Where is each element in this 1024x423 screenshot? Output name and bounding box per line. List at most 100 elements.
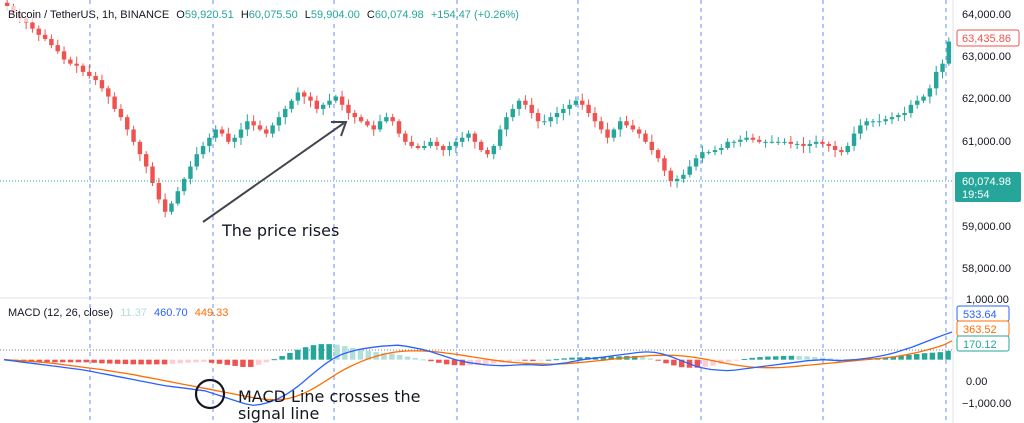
cross-circle-icon: [194, 378, 226, 410]
candle-down: [4, 2, 10, 7]
top-price-marker: [956, 29, 1020, 47]
histogram-bar-negative: [216, 359, 223, 364]
candle-up: [207, 137, 212, 146]
candle-down: [74, 63, 79, 66]
macd-line[interactable]: [3, 331, 953, 407]
low-label: L: [305, 9, 311, 21]
histogram-bar-negative: [224, 359, 231, 365]
price-rise-annotation[interactable]: The price rises: [202, 121, 348, 240]
price-tick: 62,000.00: [962, 93, 1011, 105]
histogram-bar-positive: [569, 357, 575, 360]
histogram-bar-negative: [193, 359, 199, 363]
histogram-bar-negative: [91, 359, 97, 363]
candle-up: [883, 119, 888, 122]
histogram-bar-positive: [420, 359, 426, 361]
candle-down: [118, 108, 124, 118]
candle-up: [731, 141, 737, 143]
candle-down: [264, 129, 269, 134]
arrow-annotation-text: The price rises: [221, 221, 339, 240]
symbol-legend[interactable]: Bitcoin / TetherUS, 1h, BINANCE O59,920.…: [4, 6, 519, 22]
histogram-bar-negative: [459, 359, 466, 366]
candle-up: [447, 145, 452, 151]
histogram-bar-negative: [232, 359, 238, 366]
histogram-bar-negative: [475, 359, 481, 365]
candle-up: [567, 104, 572, 109]
candle-up: [245, 121, 250, 130]
macd-tick: 1,000.00: [966, 294, 1009, 306]
candle-down: [99, 80, 105, 89]
candle-up: [200, 145, 206, 155]
histogram-bar-negative: [107, 359, 113, 364]
candle-up: [422, 145, 427, 148]
histogram-bar-negative: [99, 359, 105, 364]
candle-down: [68, 59, 73, 64]
histogram-bar-negative: [177, 359, 184, 364]
price-tick: 63,000.00: [962, 51, 1011, 63]
histogram-bar-negative: [44, 359, 50, 363]
histogram-bar-negative: [263, 359, 270, 363]
candle-up: [681, 174, 686, 179]
histogram-bar-negative: [671, 359, 677, 366]
candle-up: [232, 137, 237, 142]
candle-down: [346, 104, 351, 114]
macd-tick: 0.00: [966, 376, 987, 388]
histogram-bar-negative: [130, 359, 137, 365]
candle-up: [542, 121, 547, 123]
signal-line[interactable]: [3, 340, 953, 401]
histogram-bar-negative: [122, 359, 129, 365]
price-tick: 61,000.00: [962, 136, 1011, 148]
trend-arrow-line: [202, 122, 345, 223]
candle-up: [858, 125, 863, 134]
candlestick-series[interactable]: [4, 0, 952, 218]
candle-up: [719, 148, 724, 151]
histogram-bar-positive: [772, 356, 779, 360]
candle-up: [238, 129, 244, 138]
candle-down: [339, 96, 345, 105]
macd-axis[interactable]: 1,000.00 0.00 −1,000.00 533.64 363.52 17…: [956, 294, 1011, 410]
histogram-bar-positive: [381, 352, 387, 360]
histogram-bar-positive: [639, 356, 646, 360]
histogram-bar-positive: [553, 359, 560, 361]
candle-up: [295, 92, 301, 101]
candle-down: [396, 121, 402, 134]
candle-up: [213, 129, 218, 138]
price-axis[interactable]: 64,000.00 63,000.00 62,000.00 61,000.00 …: [955, 9, 1021, 275]
histogram-bar-positive: [631, 356, 638, 360]
candle-up: [188, 166, 193, 179]
histogram-bar-negative: [530, 359, 536, 361]
candle-down: [131, 129, 136, 142]
candle-down: [87, 71, 92, 76]
histogram-bar-positive: [827, 358, 834, 360]
legend-backdrop: [4, 6, 424, 22]
histogram-bar-negative: [169, 359, 176, 364]
histogram-bar-positive: [396, 355, 403, 360]
candle-down: [409, 141, 414, 146]
candle-up: [333, 96, 339, 101]
histogram-bar-positive: [647, 358, 654, 360]
histogram-bar-positive: [906, 355, 912, 360]
candle-up: [693, 158, 699, 167]
histogram-bar-negative: [83, 359, 90, 363]
macd-legend[interactable]: MACD (12, 26, close) 11.37 460.70 449.33: [8, 307, 228, 319]
macd-histogram[interactable]: [5, 344, 951, 368]
candle-down: [599, 121, 604, 130]
histogram-bar-negative: [36, 359, 42, 362]
histogram-bar-negative: [154, 359, 160, 365]
histogram-bar-negative: [443, 359, 450, 365]
candle-down: [30, 22, 35, 29]
candle-down: [125, 117, 130, 130]
histogram-bar-positive: [780, 356, 787, 360]
candle-up: [384, 117, 389, 122]
histogram-bar-negative: [52, 359, 58, 363]
candle-down: [472, 133, 478, 142]
candle-up: [554, 113, 560, 118]
histogram-bar-negative: [694, 359, 701, 368]
arrow-head-icon: [331, 121, 348, 137]
symbol-title: Bitcoin / TetherUS, 1h, BINANCE: [8, 9, 169, 21]
histogram-bar-negative: [506, 359, 513, 362]
candle-down: [839, 150, 844, 153]
macd-cross-annotation[interactable]: MACD Line crosses the signal line: [194, 378, 420, 423]
histogram-bar-negative: [678, 359, 685, 368]
candle-up: [794, 143, 800, 145]
